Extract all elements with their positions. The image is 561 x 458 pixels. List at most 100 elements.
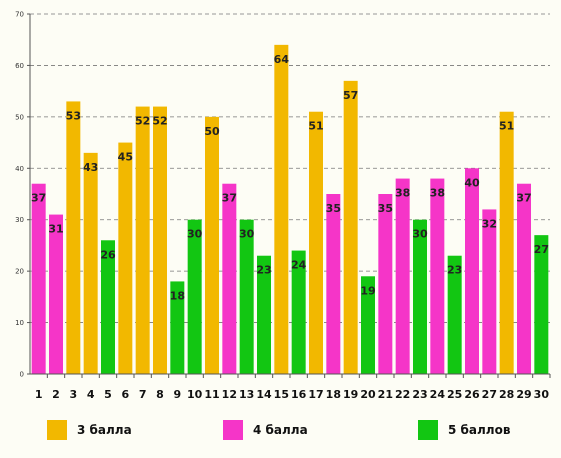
x-tick-label: 19 xyxy=(343,388,358,401)
bar xyxy=(83,152,98,374)
data-label: 23 xyxy=(256,264,271,277)
data-label: 32 xyxy=(482,217,497,230)
data-label: 35 xyxy=(326,202,341,215)
bar xyxy=(361,276,375,374)
x-tick-label: 3 xyxy=(70,388,78,401)
data-label: 52 xyxy=(152,115,167,128)
data-label: 18 xyxy=(170,289,185,302)
x-tick-label: 14 xyxy=(256,388,272,401)
data-label: 19 xyxy=(360,284,375,297)
y-tick-label: 70 xyxy=(15,11,24,19)
gridlines xyxy=(30,13,550,323)
data-label: 40 xyxy=(464,176,480,189)
x-tick-label: 22 xyxy=(395,388,410,401)
x-tick-label: 10 xyxy=(187,388,203,401)
bar xyxy=(170,281,185,374)
data-label: 38 xyxy=(395,187,410,200)
bar xyxy=(153,106,167,375)
data-label: 37 xyxy=(31,192,46,205)
data-label: 23 xyxy=(447,264,462,277)
x-tick-label: 25 xyxy=(447,388,462,401)
bar xyxy=(395,178,410,374)
y-tick-label: 10 xyxy=(15,319,24,327)
bar xyxy=(378,194,393,374)
data-label: 26 xyxy=(100,248,116,261)
x-tick-label: 11 xyxy=(204,388,219,401)
bar xyxy=(517,183,531,374)
x-tick-label: 24 xyxy=(430,388,446,401)
x-axis: 1 2 3 4 5 6 7 8 9 10 11 12 13 14 15 16 17 18 19 20 21 22 23 24 2… xyxy=(30,373,551,401)
bar xyxy=(413,219,427,374)
x-tick-label: 1 xyxy=(35,388,43,401)
legend-swatch xyxy=(418,420,438,440)
bar xyxy=(534,235,549,374)
x-tick-label: 30 xyxy=(534,388,550,401)
y-tick-label: 30 xyxy=(15,216,24,224)
y-tick-label: 20 xyxy=(15,268,24,276)
x-tick-label: 2 xyxy=(52,388,60,401)
bar xyxy=(274,44,289,374)
data-label: 27 xyxy=(534,243,549,256)
bar xyxy=(482,209,497,374)
y-tick-label: 0 xyxy=(20,371,24,379)
data-label: 45 xyxy=(118,151,133,164)
bar xyxy=(135,106,150,375)
legend-label: 5 баллов xyxy=(448,423,511,437)
data-label: 31 xyxy=(48,223,63,236)
data-label: 35 xyxy=(378,202,393,215)
data-label: 37 xyxy=(222,192,237,205)
data-label: 37 xyxy=(516,192,531,205)
bar xyxy=(499,111,514,374)
legend: 3 балла 4 балла 5 баллов xyxy=(47,420,511,440)
bars xyxy=(31,44,549,375)
legend-item: 5 баллов xyxy=(418,420,511,440)
data-label: 24 xyxy=(291,259,307,272)
data-label: 51 xyxy=(308,120,323,133)
bar xyxy=(239,219,254,374)
x-tick-label: 13 xyxy=(239,388,254,401)
bar xyxy=(118,142,133,374)
data-label: 50 xyxy=(204,125,220,138)
legend-swatch xyxy=(223,420,243,440)
data-label: 43 xyxy=(83,161,98,174)
data-label: 64 xyxy=(274,53,290,66)
y-tick-label: 50 xyxy=(15,113,24,121)
x-tick-label: 4 xyxy=(87,388,95,401)
bar xyxy=(101,240,115,374)
x-tick-label: 6 xyxy=(122,388,130,401)
bar xyxy=(465,168,479,374)
x-tick-label: 23 xyxy=(412,388,427,401)
bar xyxy=(31,183,46,374)
bar xyxy=(326,194,341,374)
x-tick-label: 21 xyxy=(378,388,393,401)
x-tick-label: 12 xyxy=(222,388,237,401)
legend-label: 4 балла xyxy=(253,423,308,437)
data-label: 53 xyxy=(66,109,81,122)
bar xyxy=(309,111,323,374)
y-tick-label: 60 xyxy=(15,62,24,70)
data-label: 52 xyxy=(135,115,150,128)
x-tick-label: 8 xyxy=(156,388,164,401)
data-label: 30 xyxy=(187,228,203,241)
x-tick-label: 7 xyxy=(139,388,147,401)
data-label: 51 xyxy=(499,120,514,133)
legend-label: 3 балла xyxy=(77,423,132,437)
y-tick-label: 40 xyxy=(15,165,24,173)
legend-item: 4 балла xyxy=(223,420,308,440)
x-tick-label: 16 xyxy=(291,388,307,401)
bar xyxy=(291,250,306,374)
x-tick-label: 29 xyxy=(516,388,531,401)
x-tick-label: 27 xyxy=(482,388,497,401)
bar xyxy=(343,80,358,374)
x-tick-label: 15 xyxy=(274,388,289,401)
x-tick-label: 17 xyxy=(308,388,323,401)
legend-item: 3 балла xyxy=(47,420,132,440)
y-axis: 0 10 20 30 40 50 60 70 xyxy=(15,11,31,379)
legend-swatch xyxy=(47,420,67,440)
bar xyxy=(447,255,462,374)
x-tick-label: 20 xyxy=(360,388,376,401)
bar xyxy=(49,214,63,374)
x-tick-label: 28 xyxy=(499,388,514,401)
bar xyxy=(205,116,219,374)
